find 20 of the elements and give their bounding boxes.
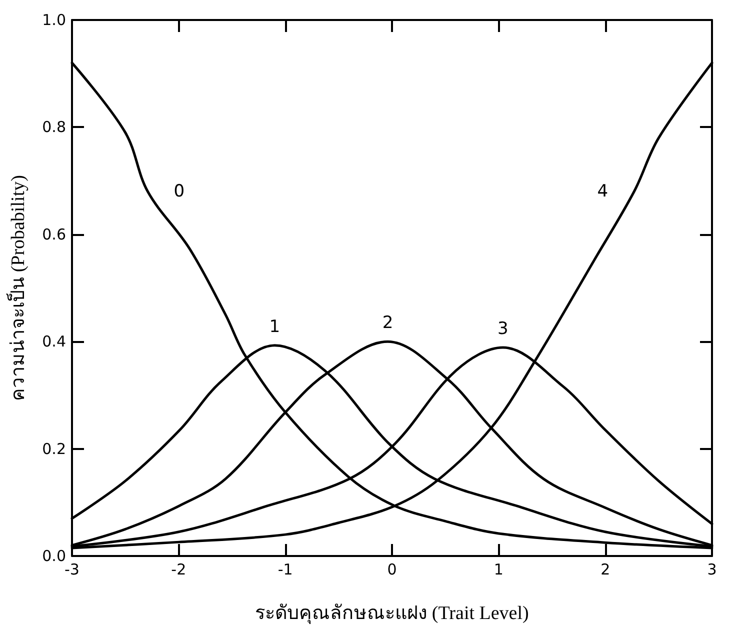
series-label: 0 <box>174 182 185 202</box>
y-tick-label: 0.8 <box>42 118 66 136</box>
x-tick-label: -3 <box>64 560 80 578</box>
x-tick-label: -2 <box>171 560 186 578</box>
y-tick-label: 0.4 <box>42 332 66 351</box>
y-axis-title: ความน่าจะเป็น (Probability) <box>5 175 29 401</box>
x-tick-label: 0 <box>387 560 397 578</box>
series-label: 4 <box>597 182 608 202</box>
series-label: 3 <box>498 318 508 339</box>
x-tick-label: 2 <box>600 560 610 578</box>
x-axis-title: ระดับคุณลักษณะแฝง (Trait Level) <box>255 603 529 625</box>
series-label: 1 <box>269 316 280 337</box>
x-tick-label: 1 <box>494 560 504 578</box>
x-tick-label: 3 <box>707 560 717 578</box>
y-tick-label: 0.6 <box>42 225 66 244</box>
y-tick-label: 0.0 <box>42 547 66 565</box>
x-tick-label: -1 <box>278 560 293 578</box>
series-label: 2 <box>382 313 394 334</box>
y-tick-label: 0.2 <box>42 440 66 458</box>
y-tick-label: 1.0 <box>42 11 66 29</box>
